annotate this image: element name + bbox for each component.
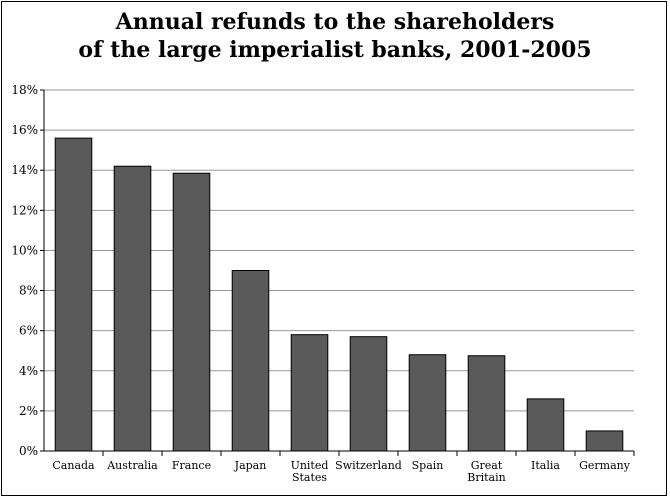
bar <box>231 270 270 452</box>
y-tick-label: 4% <box>19 364 38 378</box>
bar <box>526 398 565 452</box>
y-tick-label: 8% <box>19 284 38 298</box>
y-tick-label: 2% <box>19 404 38 418</box>
y-tick-label: 0% <box>19 444 38 458</box>
x-category-label: Switzerland <box>335 459 402 472</box>
bar <box>113 165 152 452</box>
bar <box>349 336 388 452</box>
y-tick-label: 16% <box>11 123 38 137</box>
y-tick-label: 18% <box>11 83 38 97</box>
bar <box>290 334 329 452</box>
y-tick-label: 6% <box>19 324 38 338</box>
bar <box>467 355 506 452</box>
chart-title: Annual refunds to the shareholders of th… <box>0 8 670 64</box>
bar <box>172 172 211 452</box>
bars <box>54 137 624 452</box>
bar <box>54 137 93 452</box>
x-category-label: France <box>172 459 211 472</box>
x-category-label: Germany <box>579 459 631 472</box>
x-category-label: Britain <box>467 471 505 484</box>
x-category-label: Italia <box>531 459 560 472</box>
x-category-label: Spain <box>412 459 444 472</box>
y-tick-labels: 0% 2% 4% 6% 8% 10% 12% 14% 16% 18% <box>11 83 38 458</box>
x-category-label: States <box>292 471 327 484</box>
y-tick-label: 14% <box>11 163 38 177</box>
chart-title-line-2: of the large imperialist banks, 2001-200… <box>78 37 592 63</box>
x-category-label: Canada <box>52 459 95 472</box>
y-tick-label: 12% <box>11 203 38 217</box>
x-category-label: Japan <box>234 459 267 472</box>
bar <box>408 354 447 452</box>
axes <box>40 89 635 456</box>
chart-title-line-1: Annual refunds to the shareholders <box>115 9 555 35</box>
y-tick-label: 10% <box>11 243 38 257</box>
x-category-label: Australia <box>106 459 158 472</box>
x-category-label: Great <box>471 459 503 472</box>
bar <box>585 430 624 452</box>
x-category-label: United <box>291 459 329 472</box>
